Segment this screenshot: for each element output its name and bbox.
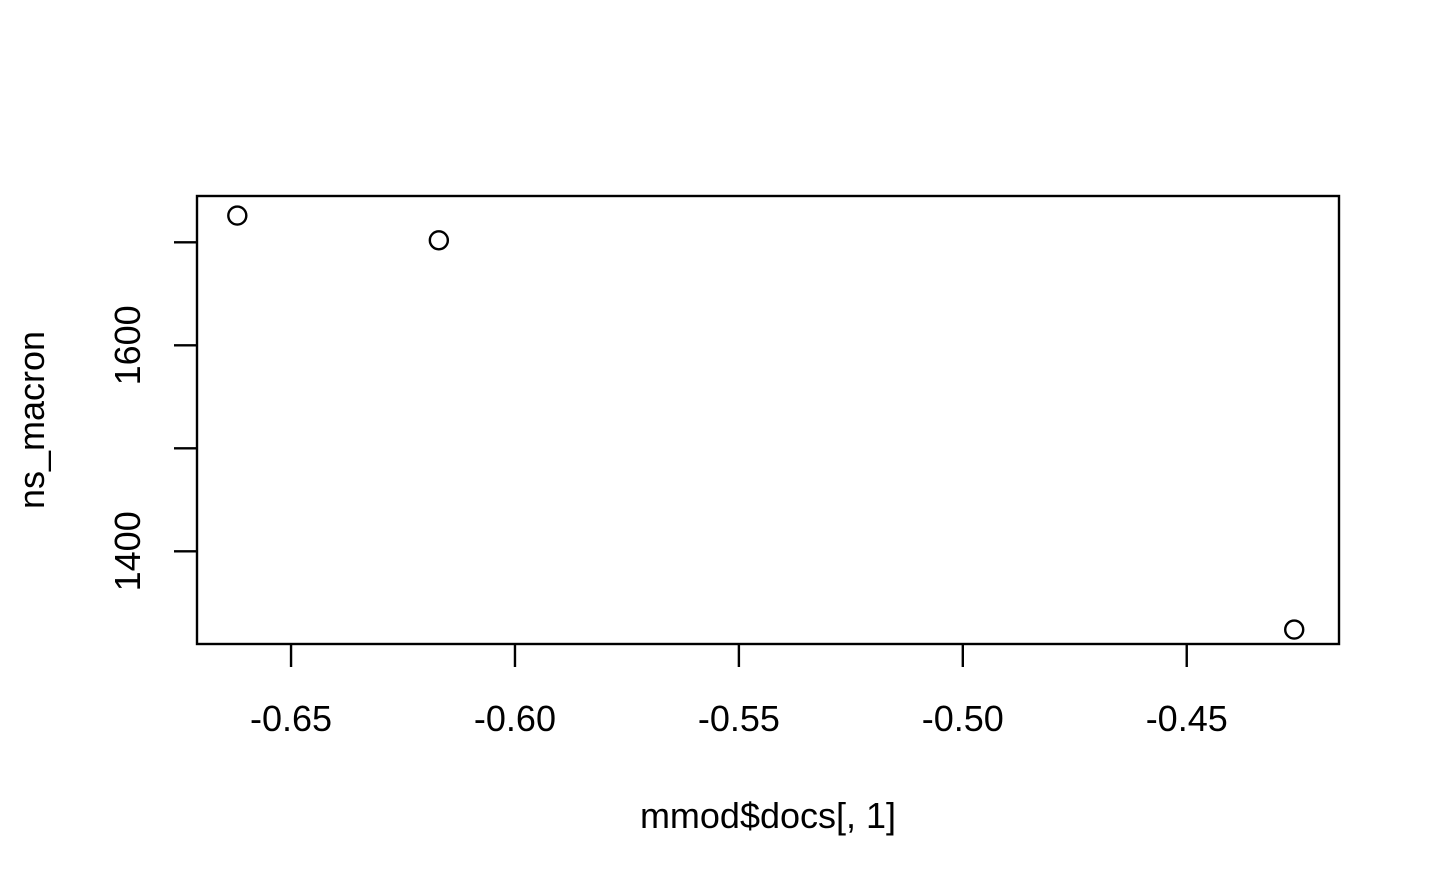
data-points: [227, 205, 1305, 640]
plot-frame: [195, 194, 1341, 646]
y-tick-label: 1600: [107, 305, 148, 385]
y-axis: 1400 1600: [107, 241, 197, 591]
x-axis-title: mmod$docs[, 1]: [640, 795, 896, 836]
y-axis-title: ns_macron: [11, 331, 52, 509]
data-point: [227, 205, 248, 226]
x-tick-label: -0.65: [250, 698, 332, 739]
y-tick-label: 1400: [107, 511, 148, 591]
x-tick-label: -0.60: [474, 698, 556, 739]
x-tick-label: -0.50: [922, 698, 1004, 739]
x-axis: -0.65 -0.60 -0.55 -0.50 -0.45: [250, 644, 1228, 739]
x-tick-label: -0.45: [1146, 698, 1228, 739]
x-tick-label: -0.55: [698, 698, 780, 739]
data-point: [428, 230, 450, 251]
data-point: [1284, 619, 1305, 640]
